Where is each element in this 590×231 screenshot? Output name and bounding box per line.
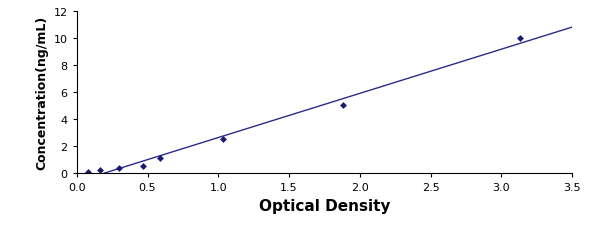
X-axis label: Optical Density: Optical Density: [259, 198, 390, 213]
Point: [84, 170, 93, 174]
Point: [218, 138, 227, 141]
Y-axis label: Concentration(ng/mL): Concentration(ng/mL): [35, 16, 48, 169]
Point: [139, 164, 148, 168]
Point: [515, 37, 525, 40]
Point: [114, 166, 124, 170]
Point: [156, 157, 165, 160]
Point: [338, 104, 348, 108]
Point: [95, 169, 104, 172]
